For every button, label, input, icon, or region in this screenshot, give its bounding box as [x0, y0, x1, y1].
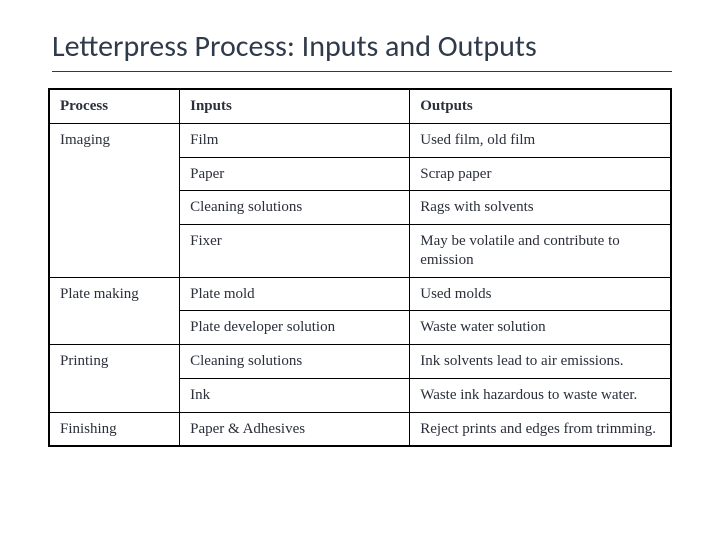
cell-output: Used molds: [410, 277, 671, 311]
cell-output: Rags with solvents: [410, 191, 671, 225]
slide-container: Letterpress Process: Inputs and Outputs …: [0, 0, 720, 540]
cell-input: Film: [180, 123, 410, 157]
table-row: ImagingFilmUsed film, old film: [49, 123, 671, 157]
table-row: FinishingPaper & AdhesivesReject prints …: [49, 412, 671, 446]
table-row: PrintingCleaning solutionsInk solvents l…: [49, 345, 671, 379]
cell-input: Fixer: [180, 225, 410, 278]
cell-process: Printing: [49, 345, 180, 413]
cell-process: Finishing: [49, 412, 180, 446]
cell-output: May be volatile and contribute to emissi…: [410, 225, 671, 278]
cell-output: Ink solvents lead to air emissions.: [410, 345, 671, 379]
cell-output: Waste water solution: [410, 311, 671, 345]
cell-input: Cleaning solutions: [180, 191, 410, 225]
cell-output: Scrap paper: [410, 157, 671, 191]
col-header-process: Process: [49, 89, 180, 123]
cell-process: Imaging: [49, 123, 180, 277]
cell-input: Paper: [180, 157, 410, 191]
cell-output: Reject prints and edges from trimming.: [410, 412, 671, 446]
io-table-body: ImagingFilmUsed film, old filmPaperScrap…: [49, 123, 671, 446]
cell-input: Plate developer solution: [180, 311, 410, 345]
cell-process: Plate making: [49, 277, 180, 345]
cell-input: Plate mold: [180, 277, 410, 311]
cell-output: Used film, old film: [410, 123, 671, 157]
cell-output: Waste ink hazardous to waste water.: [410, 378, 671, 412]
col-header-outputs: Outputs: [410, 89, 671, 123]
cell-input: Cleaning solutions: [180, 345, 410, 379]
table-header-row: Process Inputs Outputs: [49, 89, 671, 123]
io-table: Process Inputs Outputs ImagingFilmUsed f…: [48, 88, 672, 447]
table-row: Plate makingPlate moldUsed molds: [49, 277, 671, 311]
cell-input: Paper & Adhesives: [180, 412, 410, 446]
cell-input: Ink: [180, 378, 410, 412]
col-header-inputs: Inputs: [180, 89, 410, 123]
page-title: Letterpress Process: Inputs and Outputs: [52, 28, 672, 72]
